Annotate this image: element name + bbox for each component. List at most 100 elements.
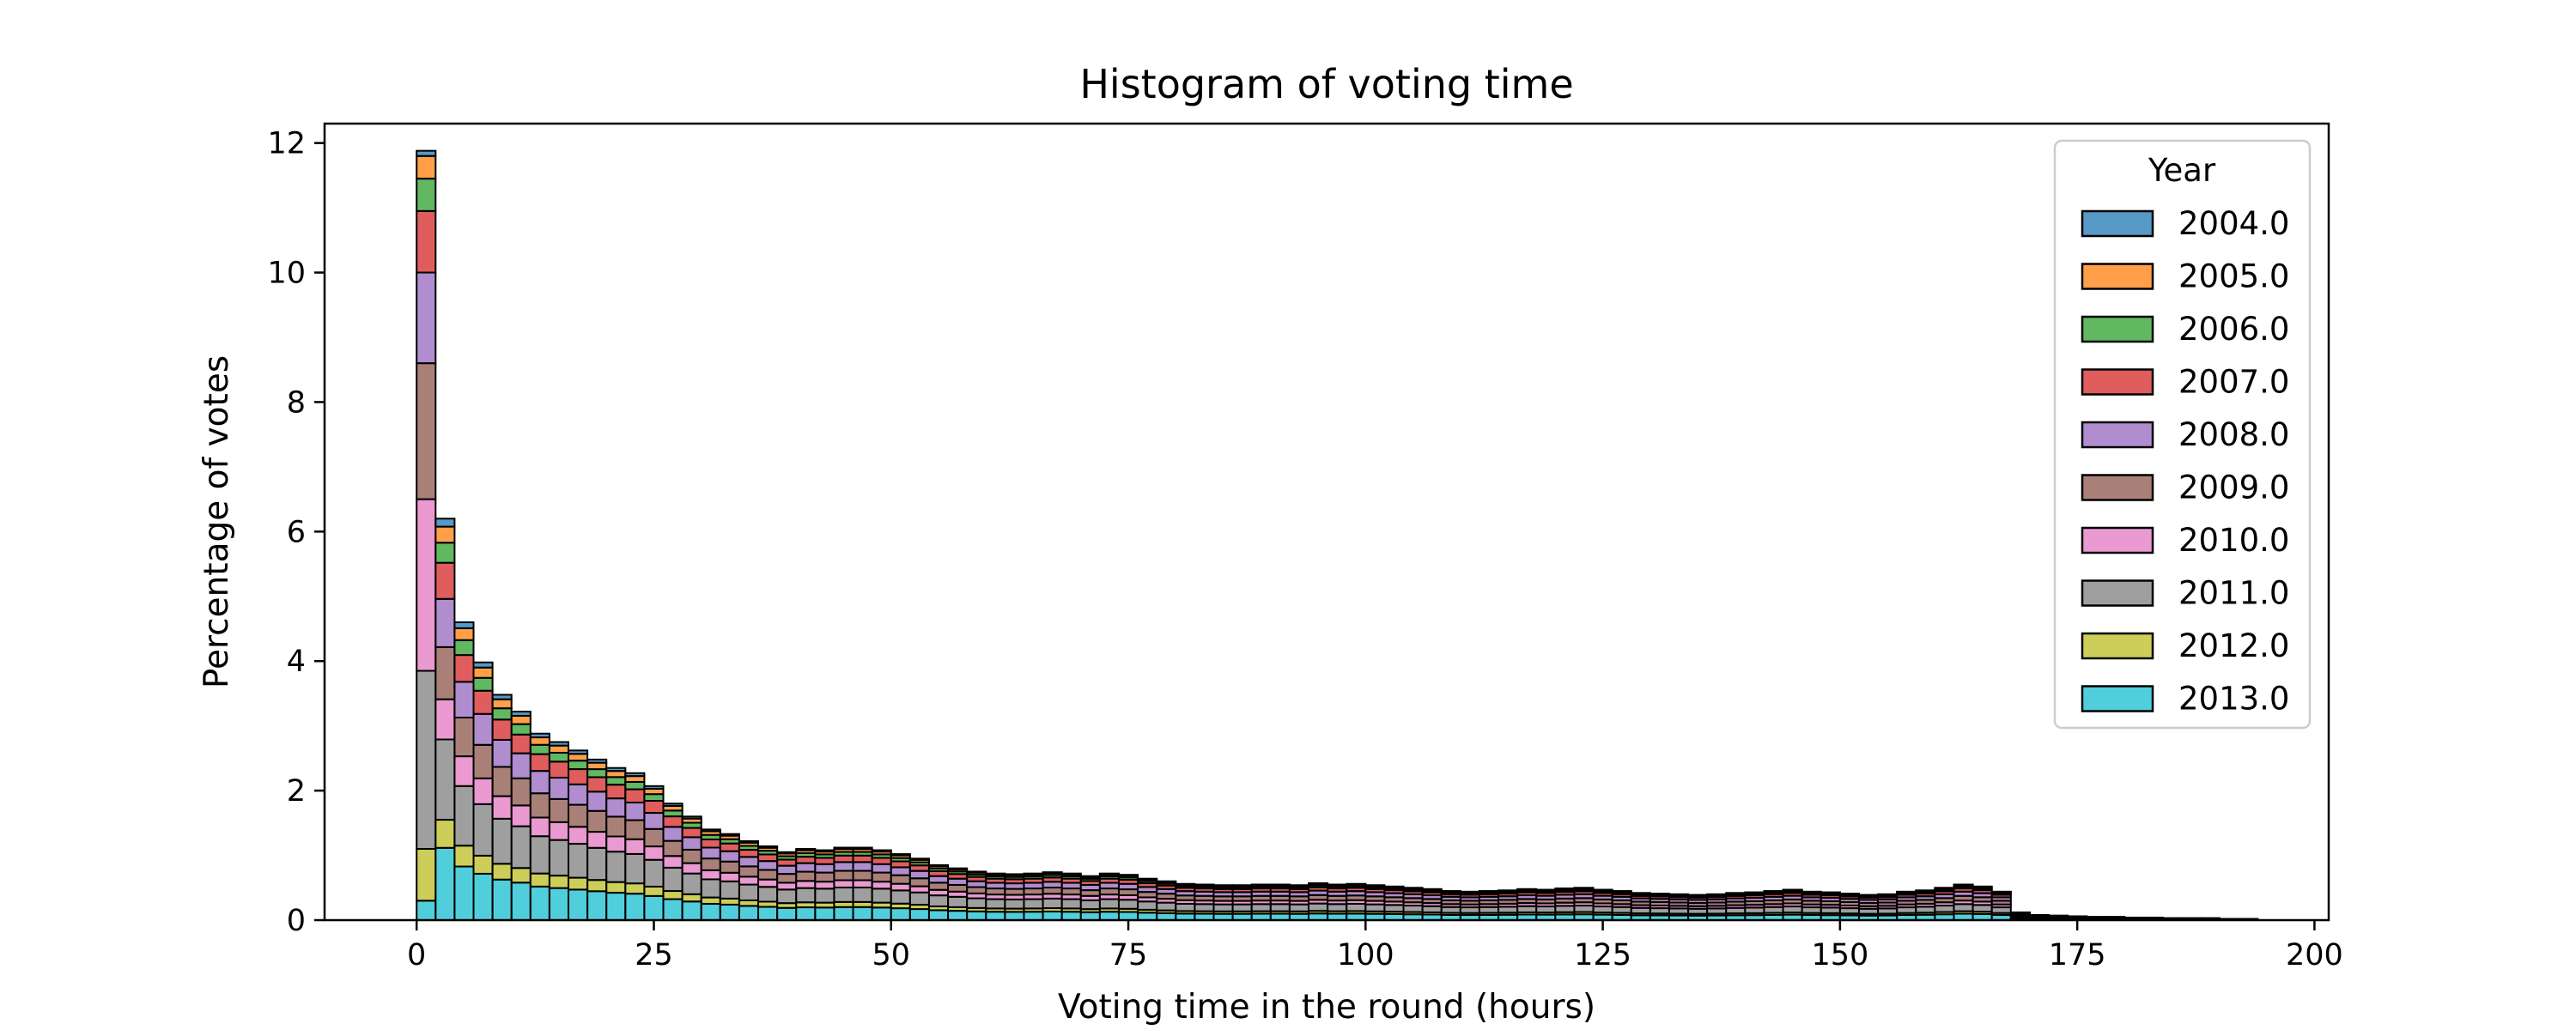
- bar-2011.0-bin-81: [1953, 903, 1974, 912]
- bar-2005.0-bin-6: [529, 736, 550, 746]
- bar-2009.0-bin-15: [700, 857, 721, 871]
- bar-2004.0-bin-23: [852, 846, 873, 851]
- bar-2004.0-bin-13: [662, 803, 683, 807]
- bar-2012.0-bin-6: [529, 872, 550, 888]
- bar-2004.0-bin-26: [908, 857, 930, 861]
- bar-2011.0-bin-10: [605, 851, 627, 883]
- bar-2008.0-bin-4: [491, 738, 513, 768]
- bar-2011.0-bin-23: [852, 886, 873, 903]
- bar-2009.0-bin-0: [416, 362, 437, 500]
- bar-2013.0-bin-28: [947, 910, 969, 922]
- y-tick-label: 6: [287, 515, 306, 549]
- bar-2011.0-bin-34: [1060, 898, 1082, 910]
- bar-2013.0-bin-30: [985, 911, 1006, 921]
- bar-2011.0-bin-15: [700, 878, 721, 899]
- y-tick-label: 2: [287, 774, 306, 809]
- bar-2013.0-bin-16: [719, 903, 740, 921]
- bar-2010.0-bin-8: [568, 826, 589, 845]
- bar-2008.0-bin-0: [416, 271, 437, 365]
- bar-2004.0-bin-1: [434, 518, 456, 528]
- legend-swatch-2005.0: [2081, 263, 2154, 290]
- bar-2009.0-bin-3: [472, 743, 494, 779]
- bar-2004.0-bin-62: [1592, 888, 1613, 892]
- bar-2008.0-bin-18: [757, 860, 779, 871]
- legend-swatch-2013.0: [2081, 685, 2154, 712]
- bar-2011.0-bin-28: [947, 895, 969, 908]
- bar-2009.0-bin-21: [814, 871, 835, 883]
- bar-2010.0-bin-22: [833, 879, 854, 888]
- bar-2011.0-bin-38: [1137, 900, 1158, 911]
- bar-2011.0-bin-46: [1288, 903, 1310, 912]
- bar-2004.0-bin-74: [1820, 891, 1841, 894]
- bar-2004.0-bin-27: [927, 863, 950, 868]
- bar-2004.0-bin-42: [1212, 884, 1234, 888]
- bar-2006.0-bin-9: [586, 768, 608, 779]
- bar-2009.0-bin-34: [1060, 888, 1082, 896]
- legend-label-2009.0: 2009.0: [2178, 470, 2289, 506]
- bar-2009.0-bin-4: [491, 766, 513, 797]
- bar-2007.0-bin-3: [472, 689, 494, 715]
- bar-2011.0-bin-37: [1117, 899, 1139, 910]
- bar-2009.0-bin-18: [757, 869, 779, 881]
- bar-2005.0-bin-1: [434, 525, 456, 544]
- bar-2012.0-bin-1: [434, 819, 456, 849]
- bar-2013.0-bin-34: [1060, 911, 1082, 921]
- bar-2010.0-bin-2: [453, 755, 475, 787]
- bar-2012.0-bin-11: [624, 882, 646, 895]
- bar-2004.0-bin-71: [1763, 890, 1784, 893]
- bar-2004.0-bin-79: [1915, 889, 1936, 892]
- bar-2013.0-bin-5: [510, 882, 532, 922]
- bar-2008.0-bin-24: [871, 863, 892, 874]
- bar-2005.0-bin-5: [510, 714, 532, 725]
- bar-2011.0-bin-43: [1231, 903, 1253, 912]
- bar-2013.0-bin-0: [416, 900, 437, 921]
- x-axis-ticks: 0 25 50 75 100 125 150 175 200: [407, 920, 2343, 972]
- legend-swatch-2009.0: [2081, 474, 2154, 501]
- bar-2010.0-bin-9: [586, 831, 608, 849]
- bar-2004.0-bin-41: [1194, 883, 1215, 887]
- x-axis-label: Voting time in the round (hours): [1058, 988, 1595, 1027]
- bar-2008.0-bin-15: [700, 846, 721, 860]
- bar-2009.0-bin-29: [966, 886, 987, 894]
- bar-2004.0-bin-22: [833, 846, 854, 851]
- bar-2010.0-bin-11: [624, 838, 646, 855]
- bar-2013.0-bin-17: [738, 905, 760, 922]
- bar-2011.0-bin-59: [1535, 906, 1557, 914]
- bar-2008.0-bin-10: [605, 797, 627, 818]
- bar-2010.0-bin-3: [472, 777, 494, 805]
- bar-2013.0-bin-26: [908, 908, 930, 921]
- bar-2012.0-bin-8: [568, 876, 589, 891]
- bar-2011.0-bin-7: [548, 839, 570, 877]
- legend-swatch-2010.0: [2081, 526, 2154, 554]
- bar-2012.0-bin-15: [700, 896, 721, 905]
- bar-2007.0-bin-4: [491, 718, 513, 741]
- bar-2011.0-bin-79: [1915, 906, 1936, 914]
- bar-2004.0-bin-35: [1079, 875, 1101, 878]
- bar-2013.0-bin-27: [927, 909, 950, 921]
- bar-2007.0-bin-11: [624, 788, 646, 803]
- bar-2013.0-bin-3: [472, 872, 494, 922]
- legend-label-2013.0: 2013.0: [2178, 681, 2289, 718]
- bar-2009.0-bin-27: [927, 882, 950, 891]
- bar-2004.0-bin-54: [1440, 890, 1461, 893]
- bar-2005.0-bin-7: [548, 744, 570, 754]
- x-tick-label: 25: [635, 938, 673, 972]
- x-tick-label: 100: [1337, 938, 1394, 972]
- bar-2011.0-bin-0: [416, 670, 437, 851]
- bar-2009.0-bin-32: [1023, 888, 1044, 896]
- bar-2004.0-bin-18: [757, 845, 779, 849]
- bar-2010.0-bin-19: [776, 882, 798, 891]
- bar-2011.0-bin-61: [1573, 905, 1595, 913]
- legend-label-2008.0: 2008.0: [2178, 416, 2289, 453]
- bar-2004.0-bin-15: [700, 828, 721, 833]
- x-tick-label: 125: [1574, 938, 1631, 972]
- bar-2008.0-bin-16: [719, 850, 740, 863]
- bar-2011.0-bin-58: [1516, 905, 1538, 913]
- legend-swatch-2011.0: [2081, 579, 2154, 607]
- bar-2011.0-bin-41: [1194, 903, 1215, 912]
- y-tick-label: 10: [267, 257, 306, 291]
- bar-2010.0-bin-4: [491, 795, 513, 820]
- bar-2012.0-bin-7: [548, 875, 570, 889]
- bar-2004.0-bin-50: [1364, 884, 1386, 888]
- bar-2010.0-bin-5: [510, 804, 532, 827]
